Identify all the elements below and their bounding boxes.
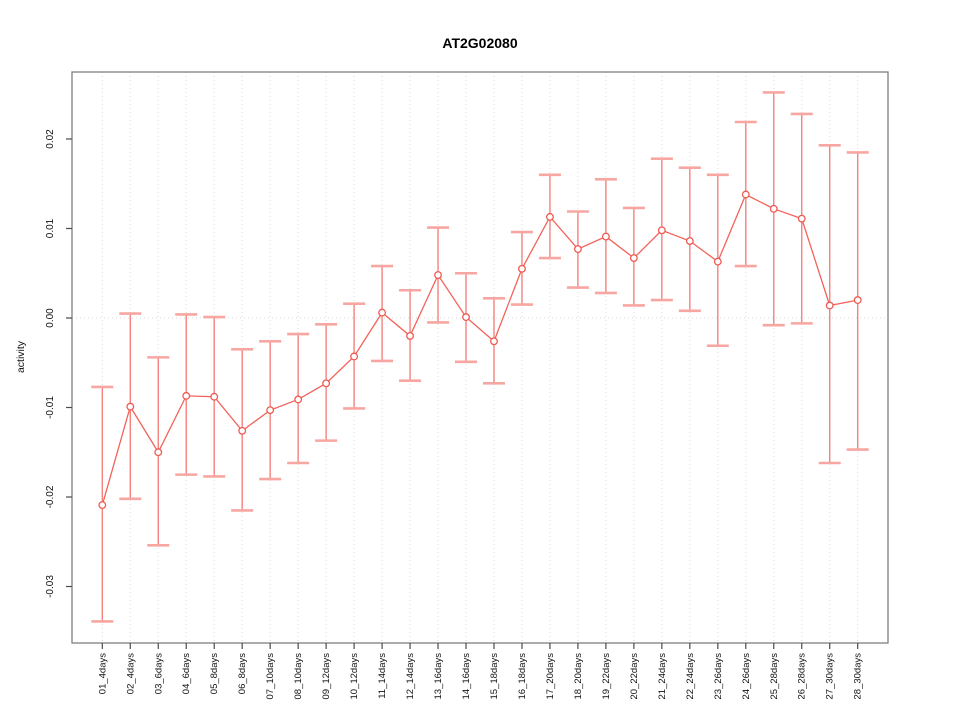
x-tick-label: 18_20days bbox=[573, 653, 584, 700]
x-tick-label: 15_18days bbox=[489, 653, 500, 700]
series-line bbox=[101, 193, 858, 506]
data-point bbox=[378, 308, 387, 317]
x-tick-label: 09_12days bbox=[321, 653, 332, 700]
x-tick-label: 10_12days bbox=[349, 653, 360, 700]
x-tick-label: 06_8days bbox=[237, 653, 248, 694]
data-point bbox=[98, 501, 107, 510]
x-tick-label: 17_20days bbox=[545, 653, 556, 700]
x-tick-label: 05_8days bbox=[209, 653, 220, 694]
x-tick-label: 01_4days bbox=[97, 653, 108, 694]
y-tick-label: 0.01 bbox=[45, 218, 56, 238]
x-tick-label: 03_6days bbox=[153, 653, 164, 694]
x-tick-label: 08_10days bbox=[293, 653, 304, 700]
axes bbox=[66, 71, 889, 649]
data-point bbox=[266, 406, 275, 415]
x-tick-label: 24_26days bbox=[741, 653, 752, 700]
chart-title: AT2G02080 bbox=[442, 35, 517, 51]
data-point bbox=[713, 257, 722, 266]
x-tick-label: 12_14days bbox=[405, 653, 416, 700]
data-point bbox=[685, 237, 694, 245]
y-tick-label: -0.02 bbox=[45, 485, 56, 508]
x-tick-label: 07_10days bbox=[265, 653, 276, 700]
data-point bbox=[182, 391, 191, 400]
data-point bbox=[462, 313, 470, 322]
x-tick-label: 28_30days bbox=[853, 653, 864, 700]
data-point bbox=[797, 214, 806, 223]
x-tick-label: 04_6days bbox=[181, 653, 192, 694]
data-point bbox=[350, 352, 359, 361]
data-point bbox=[210, 392, 219, 401]
data-point bbox=[769, 204, 778, 213]
data-point bbox=[741, 190, 750, 199]
data-point bbox=[853, 296, 862, 305]
data-point bbox=[629, 254, 638, 262]
data-point bbox=[154, 448, 163, 457]
data-point bbox=[322, 379, 331, 388]
plot-area: -0.03 -0.02 -0.01 0.00 0.01 0.02 01_4days 02_4d… bbox=[45, 71, 889, 700]
error-bars bbox=[91, 91, 869, 623]
x-tick-label: 14_16days bbox=[461, 653, 472, 700]
x-tick-label: 11_14days bbox=[377, 653, 388, 699]
data-point bbox=[238, 426, 247, 435]
x-tick-label: 02_4days bbox=[125, 653, 136, 694]
data-point bbox=[406, 331, 415, 340]
data-points bbox=[98, 190, 862, 510]
data-point bbox=[518, 264, 526, 273]
y-tick-label: -0.01 bbox=[45, 396, 56, 419]
data-point bbox=[126, 402, 135, 411]
gridlines bbox=[72, 72, 888, 643]
y-axis-title: activity bbox=[15, 340, 27, 373]
x-tick-label: 22_24days bbox=[685, 653, 696, 700]
data-point bbox=[825, 301, 834, 310]
y-tick-label: 0.00 bbox=[45, 308, 56, 328]
x-tick-label: 16_18days bbox=[517, 653, 528, 700]
series-lines bbox=[101, 193, 858, 506]
y-tick-label: 0.02 bbox=[45, 129, 56, 149]
data-point bbox=[573, 245, 582, 254]
x-tick-label: 25_28days bbox=[769, 653, 780, 700]
x-tick-label: 13_16days bbox=[433, 653, 444, 700]
x-tick-label: 21_24days bbox=[657, 653, 668, 700]
y-tick-label: -0.03 bbox=[45, 575, 56, 598]
x-tick-label: 20_22days bbox=[629, 653, 640, 700]
x-tick-label: 19_22days bbox=[601, 653, 612, 700]
plot-border bbox=[71, 71, 889, 644]
x-tick-label: 27_30days bbox=[825, 653, 836, 700]
data-point bbox=[657, 226, 666, 235]
axis-labels: -0.03 -0.02 -0.01 0.00 0.01 0.02 01_4days 02_4d… bbox=[45, 129, 864, 700]
data-point bbox=[294, 395, 303, 404]
data-point bbox=[601, 232, 610, 241]
data-point bbox=[434, 271, 442, 279]
data-point bbox=[490, 337, 498, 346]
x-tick-label: 23_26days bbox=[713, 653, 724, 700]
data-point bbox=[545, 212, 554, 221]
x-tick-label: 26_28days bbox=[797, 653, 808, 700]
